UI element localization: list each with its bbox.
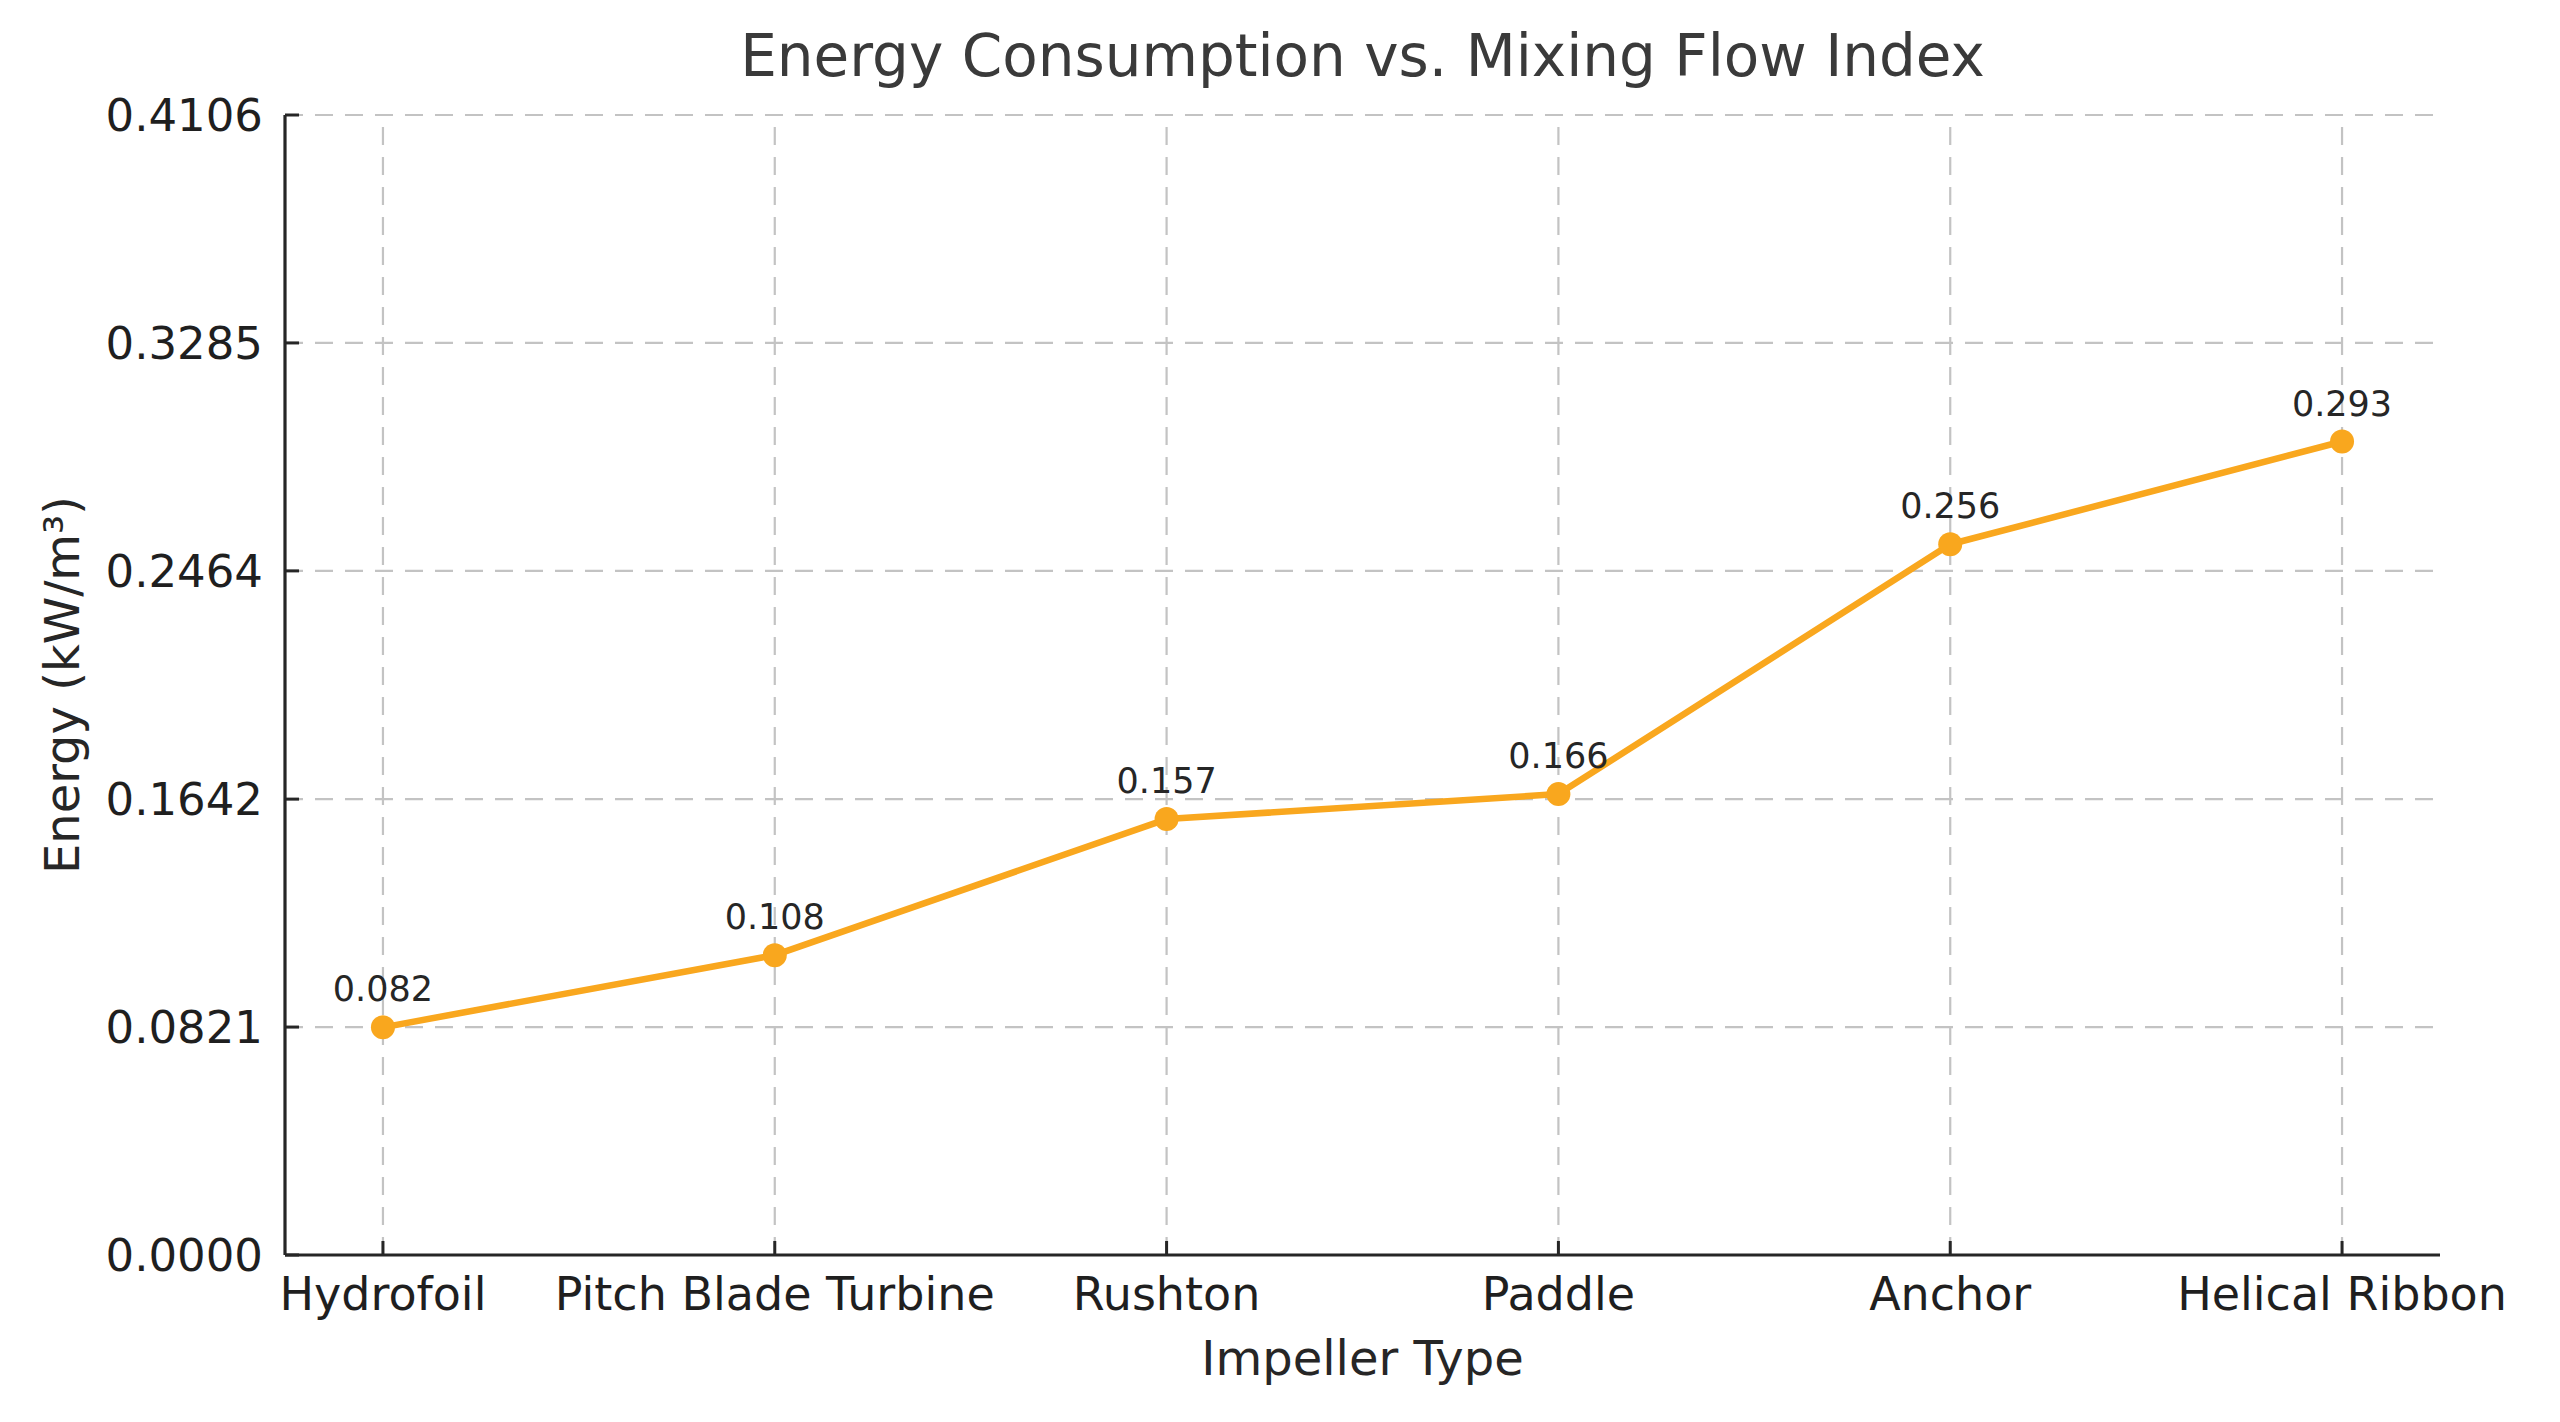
data-point <box>1938 532 1962 556</box>
series-line <box>383 442 2342 1028</box>
x-tick-label: Rushton <box>1073 1267 1261 1321</box>
x-axis-label: Impeller Type <box>285 1330 2440 1386</box>
axis-layer <box>285 115 2440 1255</box>
data-point-label: 0.157 <box>1116 761 1216 801</box>
data-point <box>371 1015 395 1039</box>
data-point-label: 0.293 <box>2292 384 2392 424</box>
y-tick-label: 0.2464 <box>106 545 263 598</box>
data-point-label: 0.256 <box>1900 486 2000 526</box>
y-tick-label: 0.0821 <box>106 1001 263 1054</box>
data-point-label: 0.082 <box>333 969 433 1009</box>
y-tick-label: 0.3285 <box>106 317 263 370</box>
data-point-label: 0.108 <box>725 897 825 937</box>
label-layer: 0.0000 0.0821 0.1642 0.2464 0.3285 0.4106 Hydr… <box>106 89 2507 1321</box>
grid-layer <box>285 115 2440 1255</box>
figure: Energy Consumption vs. Mixing Flow Index… <box>0 0 2560 1422</box>
data-point <box>1546 782 1570 806</box>
x-tick-label: Helical Ribbon <box>2177 1267 2507 1321</box>
data-point <box>1155 807 1179 831</box>
y-tick-label: 0.1642 <box>106 773 263 826</box>
data-point <box>2330 430 2354 454</box>
x-tick-label: Pitch Blade Turbine <box>555 1267 995 1321</box>
data-point-label: 0.166 <box>1508 736 1608 776</box>
y-tick-label: 0.0000 <box>106 1229 263 1282</box>
y-tick-label: 0.4106 <box>106 89 263 142</box>
y-axis-label: Energy (kW/m³) <box>34 496 90 874</box>
x-tick-label: Anchor <box>1869 1267 2031 1321</box>
line-chart: 0.0000 0.0821 0.1642 0.2464 0.3285 0.4106 Hydr… <box>0 0 2560 1422</box>
data-point <box>763 943 787 967</box>
series-layer <box>371 430 2354 1040</box>
x-tick-label: Paddle <box>1482 1267 1635 1321</box>
x-tick-label: Hydrofoil <box>279 1267 486 1321</box>
